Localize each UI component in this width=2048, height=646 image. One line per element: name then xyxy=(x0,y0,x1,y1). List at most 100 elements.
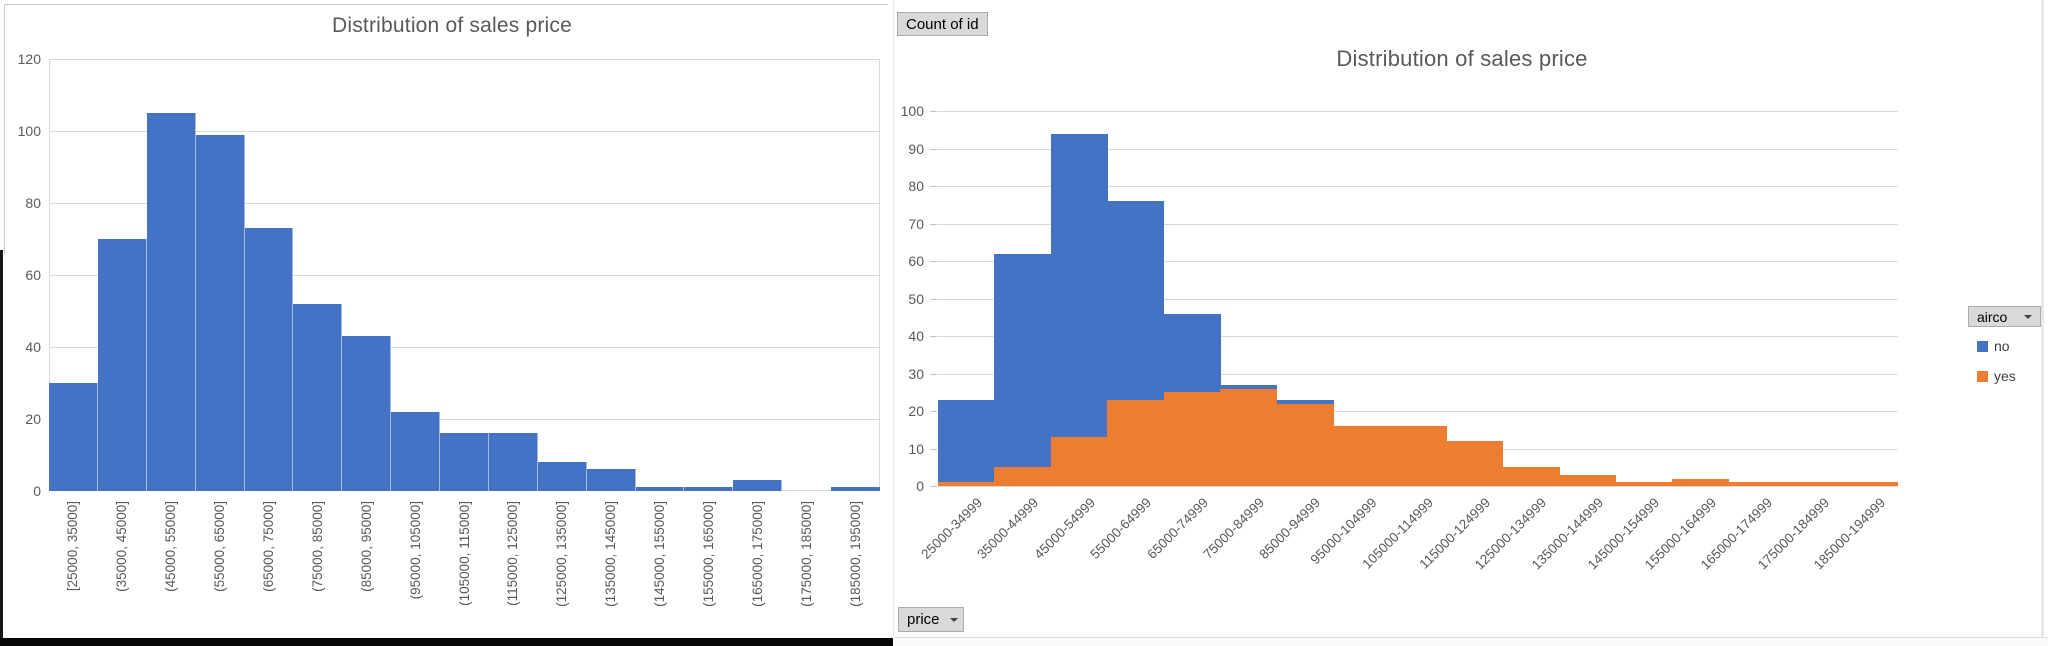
left-ytick-120: 120 xyxy=(17,51,41,67)
bottom-window-strip xyxy=(894,637,2048,646)
legend-label-yes: yes xyxy=(1994,368,2016,384)
left-ytick-60: 60 xyxy=(25,267,41,283)
left-pane-left-edge xyxy=(0,250,3,646)
left-xtick-(35000, 45000]: (35000, 45000] xyxy=(114,501,130,592)
right-ytickmark-50 xyxy=(930,298,937,300)
value-field-button-label: Count of id xyxy=(906,15,979,33)
legend-field-dropdown-icon[interactable] xyxy=(2024,314,2032,319)
left-xtick-(75000, 85000]: (75000, 85000] xyxy=(309,501,325,592)
right-bar-yes-85000-94999 xyxy=(1276,403,1334,486)
left-bar-(105000, 115000] xyxy=(440,433,489,491)
right-gridline-90 xyxy=(938,148,1898,150)
left-ytick-0: 0 xyxy=(33,483,41,499)
legend-swatch-yes xyxy=(1977,370,1988,382)
left-xtick-(145000, 155000]: (145000, 155000] xyxy=(652,501,668,607)
right-ytickmark-0 xyxy=(930,486,937,487)
right-ytick-80: 80 xyxy=(908,178,924,194)
left-xtick-(125000, 135000]: (125000, 135000] xyxy=(554,501,570,607)
right-ytickmark-80 xyxy=(930,186,937,187)
left-gridline-20 xyxy=(49,419,880,420)
right-bar-yes-95000-104999 xyxy=(1333,426,1391,486)
legend-field-button[interactable]: airco xyxy=(1968,306,2041,327)
left-bar-(135000, 145000] xyxy=(586,469,636,491)
left-xtick-(85000, 95000]: (85000, 95000] xyxy=(358,501,374,592)
left-histogram-pane: Distribution of sales price 0 20 40 60 80 100… xyxy=(0,0,893,646)
left-ytick-80: 80 xyxy=(25,195,41,211)
left-ytick-40: 40 xyxy=(25,339,41,355)
left-bar-(45000, 55000] xyxy=(146,113,196,491)
left-gridline-40 xyxy=(49,347,880,348)
left-gridline-60 xyxy=(49,275,880,276)
axis-field-button[interactable]: price xyxy=(898,607,964,632)
left-bar-(55000, 65000] xyxy=(195,134,245,491)
right-ytick-20: 20 xyxy=(908,403,924,419)
right-bar-yes-45000-54999 xyxy=(1050,437,1108,486)
left-xtick-(175000, 185000]: (175000, 185000] xyxy=(798,501,814,607)
left-xtick-[25000, 35000]: [25000, 35000] xyxy=(65,501,81,592)
legend-field-button-label: airco xyxy=(1977,308,2008,325)
left-pane-bottom-edge xyxy=(0,638,893,646)
right-bar-yes-75000-84999 xyxy=(1220,388,1278,486)
right-ytickmark-40 xyxy=(930,336,937,337)
right-bar-yes-35000-44999 xyxy=(994,467,1052,486)
left-xtick-(135000, 145000]: (135000, 145000] xyxy=(603,501,619,607)
right-gridline-80 xyxy=(938,186,1898,187)
left-gridline-100 xyxy=(49,131,880,132)
left-gridline-80 xyxy=(49,203,880,204)
right-bar-no-35000-44999 xyxy=(994,253,1052,486)
right-bar-no-25000-34999 xyxy=(938,399,995,486)
axis-field-dropdown-icon[interactable] xyxy=(949,617,958,622)
left-bar-[25000, 35000] xyxy=(49,383,98,491)
right-gridline-40 xyxy=(938,336,1898,337)
legend-item-yes: yes xyxy=(1977,368,2016,384)
left-ytick-20: 20 xyxy=(25,411,41,427)
left-bar-(145000, 155000] xyxy=(635,487,685,491)
right-ytick-60: 60 xyxy=(908,253,924,269)
right-ytickmark-70 xyxy=(930,223,937,225)
right-ytickmark-100 xyxy=(930,111,937,112)
legend-label-no: no xyxy=(1994,338,2010,354)
right-bar-yes-105000-114999 xyxy=(1389,426,1447,486)
right-ytickmark-30 xyxy=(930,373,937,375)
right-ytick-50: 50 xyxy=(908,290,924,307)
left-ytick-100: 100 xyxy=(17,123,41,139)
right-gridline-50 xyxy=(938,298,1898,300)
left-xtick-(185000, 195000]: (185000, 195000] xyxy=(847,501,863,607)
left-chart-title: Distribution of sales price xyxy=(332,14,572,37)
right-gridline-20 xyxy=(938,411,1898,412)
right-ytick-90: 90 xyxy=(908,140,924,157)
right-bar-yes-175000-184999 xyxy=(1785,482,1843,486)
right-pivot-chart-pane: Count of id Distribution of sales price … xyxy=(894,0,2048,646)
left-pane-top-frame xyxy=(4,4,888,5)
right-bar-yes-135000-144999 xyxy=(1559,474,1617,486)
right-bar-yes-125000-134999 xyxy=(1502,467,1560,486)
value-field-button[interactable]: Count of id xyxy=(897,12,988,36)
right-ytick-0: 0 xyxy=(916,478,924,494)
right-bar-yes-165000-174999 xyxy=(1728,482,1786,486)
left-bar-(95000, 105000] xyxy=(391,411,441,491)
right-bar-yes-55000-64999 xyxy=(1107,399,1165,486)
left-xtick-(55000, 65000]: (55000, 65000] xyxy=(212,501,228,592)
right-gridline-70 xyxy=(938,223,1898,225)
right-ytickmark-10 xyxy=(930,448,937,450)
right-ytick-10: 10 xyxy=(908,440,924,457)
left-xtick-(155000, 165000]: (155000, 165000] xyxy=(700,501,716,607)
legend-item-no: no xyxy=(1977,338,2010,354)
right-chart-title: Distribution of sales price xyxy=(1336,46,1588,71)
left-xtick-(95000, 105000]: (95000, 105000] xyxy=(407,501,423,600)
left-bar-(125000, 135000] xyxy=(537,462,587,491)
left-bar-(65000, 75000] xyxy=(244,228,294,491)
right-gridline-100 xyxy=(938,111,1898,112)
axis-field-button-label: price xyxy=(907,611,940,628)
right-bar-yes-65000-74999 xyxy=(1163,392,1221,486)
right-bar-yes-155000-164999 xyxy=(1672,478,1730,486)
left-bar-(115000, 125000] xyxy=(488,433,538,491)
right-ytickmark-60 xyxy=(930,261,937,262)
right-ytick-100: 100 xyxy=(900,103,924,119)
left-bar-(35000, 45000] xyxy=(97,239,147,491)
right-ytick-30: 30 xyxy=(908,365,924,382)
right-ytick-70: 70 xyxy=(908,215,924,232)
right-ytick-40: 40 xyxy=(908,328,924,344)
left-xtick-(165000, 175000]: (165000, 175000] xyxy=(749,501,765,607)
